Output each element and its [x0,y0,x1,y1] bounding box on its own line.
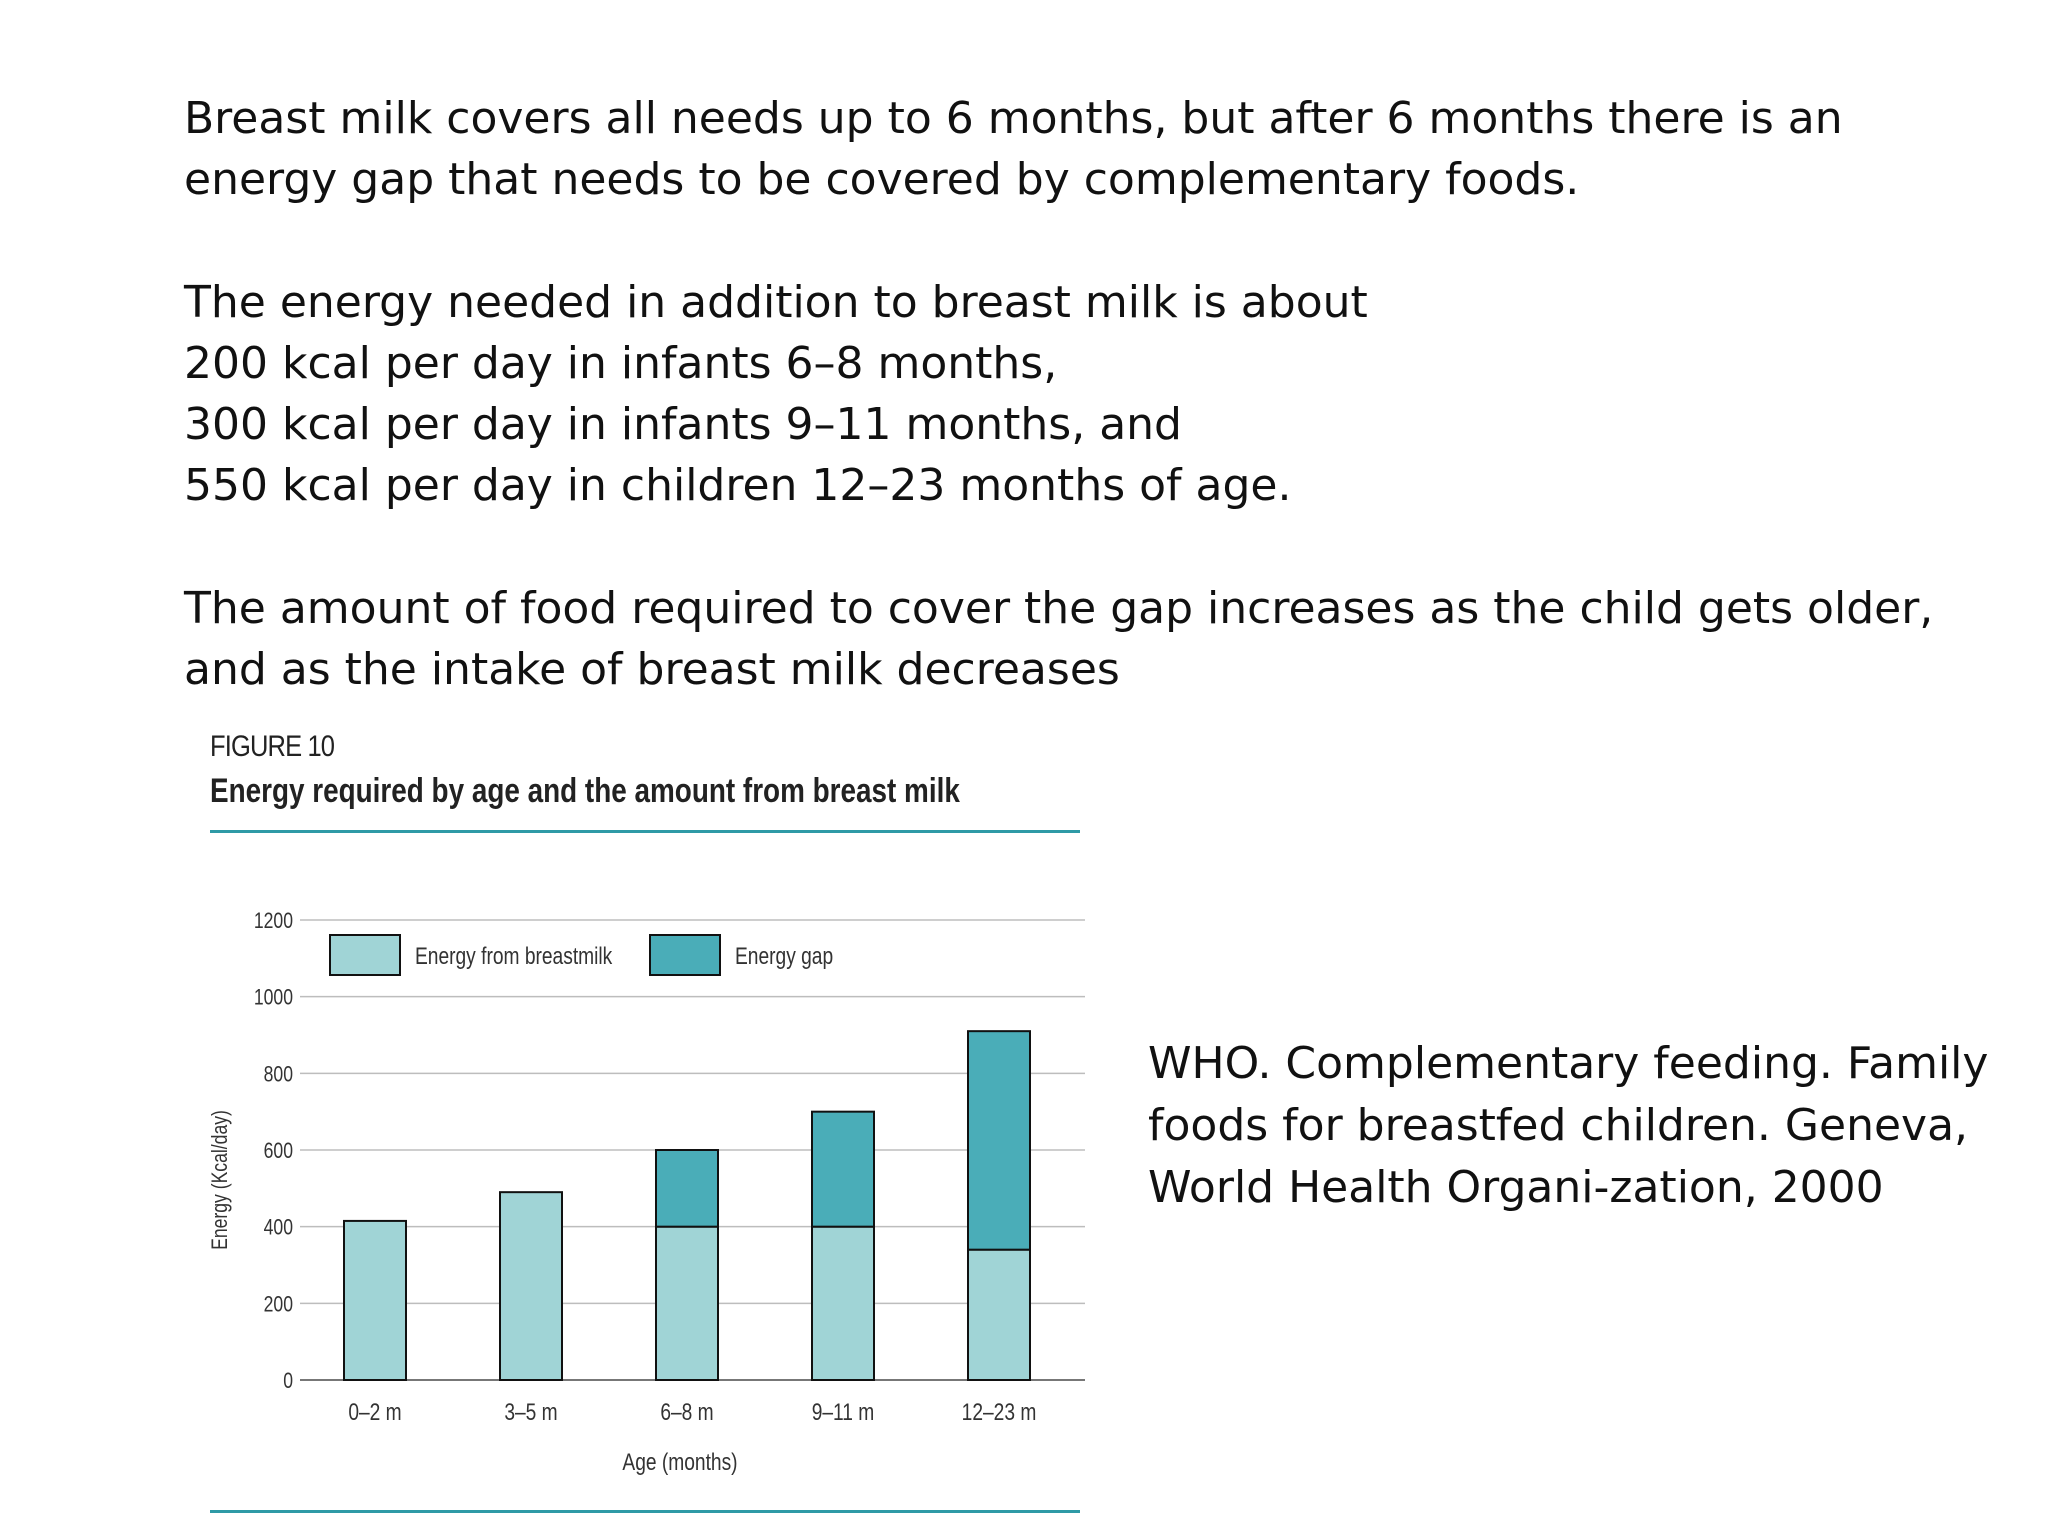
intro-line: The energy needed in addition to breast … [184,277,1368,328]
x-tick-label: 12–23 m [962,1398,1037,1426]
intro-line: and as the intake of breast milk decreas… [184,644,1120,695]
intro-line: Breast milk covers all needs up to 6 mon… [184,93,1843,144]
bar-segment [499,1191,563,1381]
bar-segment [343,1219,407,1381]
bar-segment [811,1110,875,1228]
legend-swatch [649,934,721,976]
y-tick-label: 600 [264,1139,293,1163]
citation-line: foods for breastfed children. Geneva, [1148,1100,1969,1151]
bar-segment [967,1030,1031,1251]
figure-title: Energy required by age and the amount fr… [210,772,960,810]
y-tick-label: 1000 [254,986,293,1010]
y-axis-label: Energy (Kcal/day) [208,1110,232,1250]
intro-line: The amount of food required to cover the… [184,583,1934,634]
figure-label: FIGURE 10 [210,730,335,763]
intro-line: 300 kcal per day in infants 9–11 months,… [184,399,1182,450]
x-tick-label: 3–5 m [504,1398,557,1426]
intro-line: 550 kcal per day in children 12–23 month… [184,460,1292,511]
legend-label: Energy from breastmilk [415,942,612,970]
x-tick-label: 6–8 m [660,1398,713,1426]
bar-segment [655,1149,719,1228]
x-axis-label: Age (months) [622,1448,737,1476]
intro-text: Breast milk covers all needs up to 6 mon… [184,88,1984,700]
intro-line: energy gap that needs to be covered by c… [184,154,1580,205]
x-tick-label: 9–11 m [812,1398,875,1426]
citation-line: WHO. Complementary feeding. Family [1148,1038,1989,1089]
bar-segment [655,1225,719,1381]
x-tick-label: 0–2 m [348,1398,401,1426]
legend-label: Energy gap [735,942,833,970]
citation: WHO. Complementary feeding. Family foods… [1148,1033,2008,1219]
energy-bar-chart: 0 200 400 600 800 1000 1200 0–2 m 3–5 m 6–8 m 9–11… [208,909,1085,1476]
bar-segment [967,1248,1031,1381]
y-tick-label: 1200 [254,909,293,933]
figure-bottom-rule [210,1510,1080,1513]
bar-segment [811,1225,875,1381]
legend-swatch [329,934,401,976]
figure-top-rule [210,830,1080,833]
intro-line: 200 kcal per day in infants 6–8 months, [184,338,1058,389]
y-tick-label: 200 [264,1293,293,1317]
y-tick-label: 0 [283,1369,293,1393]
y-tick-label: 400 [264,1216,293,1240]
y-tick-label: 800 [264,1063,293,1087]
citation-line: World Health Organi-zation, 2000 [1148,1162,1884,1213]
